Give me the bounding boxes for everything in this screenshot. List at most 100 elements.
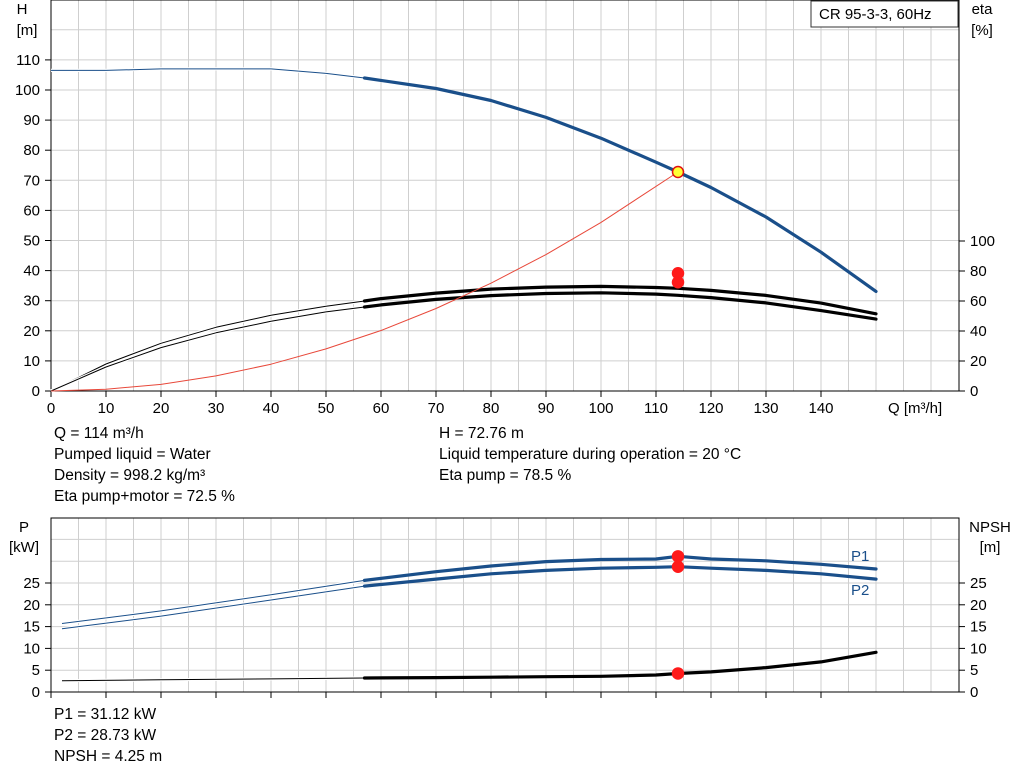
power-chart-curves [61,554,878,683]
power-axis-unit: [kW] [9,539,39,556]
P1-curve-extended [61,579,365,624]
operating-point-marker [671,276,685,289]
right-y-tick-label: 80 [970,263,987,280]
left-y-tick-label: 10 [23,353,40,370]
right-y-tick-label: 60 [970,293,987,310]
right-y-tick-label: 20 [970,597,987,614]
right-y-tick-label: 5 [970,662,978,679]
x-tick-label: 30 [208,400,225,417]
power-axis-label: P [19,519,29,536]
operating-point-marker [671,550,685,563]
power-chart-markers [671,550,685,680]
x-tick-label: 50 [318,400,335,417]
operating-point-marker [671,165,685,179]
left-y-tick-label: 40 [23,263,40,280]
left-y-tick-label: 50 [23,233,40,250]
right-y-tick-label: 100 [970,233,995,250]
pumped-liquid: Pumped liquid = Water [54,446,211,463]
left-y-tick-label: 20 [23,597,40,614]
x-tick-label: 100 [588,400,613,417]
head-chart-grid [51,0,959,391]
npsh-value: NPSH = 4.25 m [54,748,163,765]
x-tick-label: 130 [753,400,778,417]
x-tick-label: 140 [808,400,833,417]
left-y-tick-label: 20 [23,323,40,340]
eta-pump-motor-value: Eta pump+motor = 72.5 % [54,488,235,505]
left-y-tick-label: 30 [23,293,40,310]
x-tick-label: 20 [153,400,170,417]
operating-point-marker [671,667,685,680]
left-y-tick-label: 60 [23,202,40,219]
pump-model-label: CR 95-3-3, 60Hz [819,6,932,23]
right-y-tick-label: 0 [970,684,978,701]
left-y-tick-label: 10 [23,640,40,657]
npsh-axis-unit: [m] [980,539,1001,556]
power-chart-grid [51,518,959,692]
operating-point-info-right: H = 72.76 m Liquid temperature during op… [439,423,741,486]
eta_pump_motor-curve-halo [50,305,365,393]
p1-value: P1 = 31.12 kW [54,706,157,723]
liquid-temperature: Liquid temperature during operation = 20… [439,446,742,463]
right-y-tick-label: 20 [970,353,987,370]
left-y-tick-label: 5 [32,662,40,679]
system_curve-curve [50,171,679,392]
head-axis-unit: [m] [17,22,38,39]
pump-model-legend [810,0,959,28]
x-tick-label: 90 [538,400,555,417]
eta-pump-value: Eta pump = 78.5 % [439,467,572,484]
eta_pump_motor-curve-extended [50,306,365,392]
power-chart-ticks: 0 5 10 15 20 25 0 5 10 15 20 25 [23,575,986,701]
left-y-tick-label: 100 [15,82,40,99]
head-value: H = 72.76 m [439,425,524,442]
P1-curve-halo [61,578,365,626]
head-chart-curves [50,67,878,393]
left-y-tick-label: 0 [32,383,40,400]
x-tick-label: 10 [98,400,115,417]
eta-axis-unit: [%] [971,22,993,39]
left-y-tick-label: 110 [16,52,40,69]
p2-value: P2 = 28.73 kW [54,727,157,744]
npsh-axis-label: NPSH [969,519,1011,536]
head-axis-label: H [17,1,28,18]
left-y-tick-label: 70 [23,172,40,189]
head-chart-markers [671,165,685,289]
head-curve-extended [51,68,365,79]
eta-axis-label: eta [972,1,994,18]
left-y-tick-label: 80 [23,142,40,159]
operating-point-marker [671,560,685,573]
left-y-tick-label: 15 [23,619,40,636]
flow-axis-label: Q [m³/h] [888,400,942,417]
x-tick-label: 60 [373,400,390,417]
NPSH-curve-extended [61,677,365,682]
x-tick-label: 70 [428,400,445,417]
P2-curve-extended [61,585,365,630]
right-y-tick-label: 25 [970,575,987,592]
left-y-tick-label: 0 [32,684,40,701]
right-y-tick-label: 40 [970,323,987,340]
x-tick-label: 40 [263,400,280,417]
head-curve [362,76,878,293]
x-tick-label: 80 [483,400,500,417]
left-y-tick-label: 25 [23,575,40,592]
NPSH-curve [362,650,878,680]
density-value: Density = 998.2 kg/m³ [54,467,206,484]
eta_pump_motor-curve [362,291,878,321]
head-chart-frame [50,0,960,392]
right-y-tick-label: 0 [970,383,978,400]
right-y-tick-label: 10 [970,640,987,657]
P2-curve [362,565,878,588]
x-tick-label: 120 [698,400,723,417]
eta_pump-curve [362,284,878,316]
eta_pump-curve-extended [50,300,365,392]
power-info: P1 = 31.12 kW P2 = 28.73 kW NPSH = 4.25 … [54,704,162,767]
head-chart-ticks: 0 10 20 30 40 50 60 70 80 90 100 110 120 130 140 0 10 20 3… [15,52,995,417]
left-y-tick-label: 90 [23,112,40,129]
p2-series-label: P2 [851,582,869,599]
right-y-tick-label: 15 [970,619,987,636]
flow-value: Q = 114 m³/h [54,425,144,442]
operating-point-info-left: Q = 114 m³/h Pumped liquid = Water Densi… [54,423,235,507]
p1-series-label: P1 [851,548,869,565]
P1-curve [362,554,878,582]
x-tick-label: 0 [47,400,55,417]
